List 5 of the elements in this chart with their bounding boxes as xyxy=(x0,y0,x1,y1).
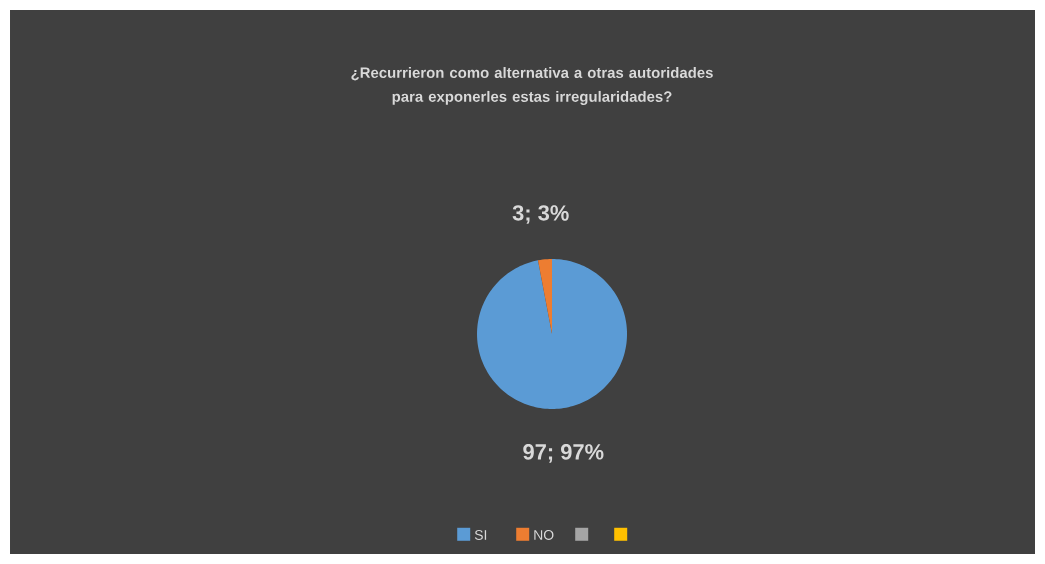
data-label: 3; 3% xyxy=(512,205,569,224)
data-label: 97; 97% xyxy=(523,444,604,463)
chart-title: ¿Recurrieron como alternativa a otras autoridades para exponerles estas irregularidades? xyxy=(351,67,713,105)
legend-label: SI xyxy=(474,530,487,540)
legend-label: NO xyxy=(534,530,554,540)
